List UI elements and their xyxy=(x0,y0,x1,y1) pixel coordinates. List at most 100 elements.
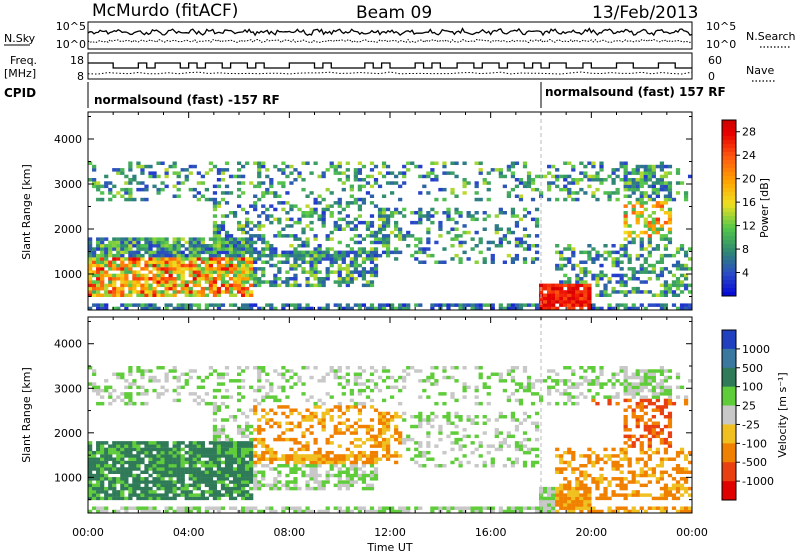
power-cell xyxy=(128,240,133,245)
power-cell xyxy=(667,286,673,291)
velocity-cell xyxy=(478,509,483,514)
velocity-cell xyxy=(128,401,133,406)
velocity-cell xyxy=(635,421,640,425)
velocity-cell xyxy=(603,490,608,494)
velocity-cell xyxy=(321,428,326,432)
power-colorbar-cell xyxy=(722,280,736,285)
power-cell xyxy=(450,191,455,195)
power-cell xyxy=(92,293,97,297)
velocity-cell xyxy=(180,477,185,481)
power-cell xyxy=(313,260,318,264)
velocity-cell xyxy=(289,457,294,461)
power-cell xyxy=(188,247,193,251)
velocity-cell xyxy=(297,509,302,514)
velocity-cell xyxy=(112,480,117,484)
power-cell xyxy=(659,168,665,172)
velocity-cell xyxy=(631,441,636,445)
power-cell xyxy=(663,194,669,198)
velocity-cell xyxy=(627,428,632,432)
power-cell xyxy=(184,286,189,291)
power-cell xyxy=(490,168,495,172)
power-cell xyxy=(249,237,254,241)
power-cell xyxy=(241,260,246,264)
power-cell xyxy=(502,234,507,238)
velocity-cell xyxy=(349,424,354,429)
velocity-cell xyxy=(365,437,371,442)
power-cell xyxy=(490,240,495,245)
power-cell xyxy=(390,171,395,175)
velocity-cell xyxy=(651,385,656,390)
power-cell xyxy=(108,260,113,264)
velocity-cell xyxy=(140,493,145,497)
velocity-cell xyxy=(309,395,314,399)
velocity-cell xyxy=(490,457,495,461)
power-cell xyxy=(635,187,640,192)
power-cell xyxy=(289,171,294,175)
nsearch-trace xyxy=(87,38,693,44)
power-colorbar-cell xyxy=(722,272,736,277)
velocity-cell xyxy=(108,467,113,471)
velocity-cell xyxy=(212,457,218,461)
power-cell xyxy=(208,273,214,278)
power-cell xyxy=(333,168,338,172)
velocity-cell xyxy=(192,369,197,373)
power-cell xyxy=(587,244,592,248)
power-cell xyxy=(559,290,564,294)
power-cell xyxy=(293,250,298,255)
power-cell xyxy=(232,211,238,215)
velocity-cell xyxy=(241,480,246,484)
velocity-cell xyxy=(623,477,628,481)
power-cell xyxy=(144,290,149,294)
power-cell xyxy=(599,290,604,294)
velocity-cell xyxy=(373,369,379,373)
noise-traces xyxy=(87,27,693,44)
power-cell xyxy=(301,230,306,235)
power-cell xyxy=(434,260,439,264)
velocity-cell xyxy=(462,509,467,514)
power-cell xyxy=(655,178,660,182)
velocity-cell xyxy=(454,411,459,416)
power-cell xyxy=(341,227,346,231)
power-cell xyxy=(192,267,197,271)
velocity-cell xyxy=(184,372,189,376)
velocity-cell xyxy=(128,369,133,373)
power-cell xyxy=(224,267,230,271)
power-cell xyxy=(148,260,153,264)
power-cell xyxy=(273,191,278,195)
power-cell xyxy=(442,260,447,264)
power-cell xyxy=(559,300,564,304)
velocity-cell xyxy=(579,470,584,474)
velocity-cell xyxy=(514,509,520,514)
velocity-cell xyxy=(236,460,242,465)
velocity-cell xyxy=(333,431,338,435)
velocity-cell xyxy=(406,506,411,510)
velocity-cell xyxy=(164,372,169,376)
velocity-cell xyxy=(458,437,463,442)
velocity-cell xyxy=(245,473,250,478)
velocity-cell xyxy=(639,388,644,393)
power-cell xyxy=(241,174,246,179)
power-cell xyxy=(506,168,511,172)
velocity-cell xyxy=(128,473,133,478)
velocity-cell xyxy=(200,470,205,474)
power-cell xyxy=(236,267,242,271)
velocity-cell xyxy=(571,486,576,491)
velocity-cell xyxy=(124,444,129,448)
velocity-cell xyxy=(551,509,556,514)
velocity-cell xyxy=(112,490,117,494)
power-cell xyxy=(623,184,628,189)
velocity-cell xyxy=(224,477,230,481)
power-cell xyxy=(277,267,282,271)
velocity-cell xyxy=(188,454,193,458)
velocity-cell xyxy=(514,366,520,370)
velocity-cell xyxy=(249,424,254,429)
velocity-cell xyxy=(148,506,153,510)
power-cell xyxy=(204,187,209,192)
velocity-cell xyxy=(156,480,161,484)
velocity-cell xyxy=(120,490,125,494)
power-cell xyxy=(345,174,350,179)
velocity-cell xyxy=(563,503,568,507)
velocity-cell xyxy=(208,477,214,481)
velocity-cell xyxy=(518,401,524,406)
power-cell xyxy=(635,277,640,281)
